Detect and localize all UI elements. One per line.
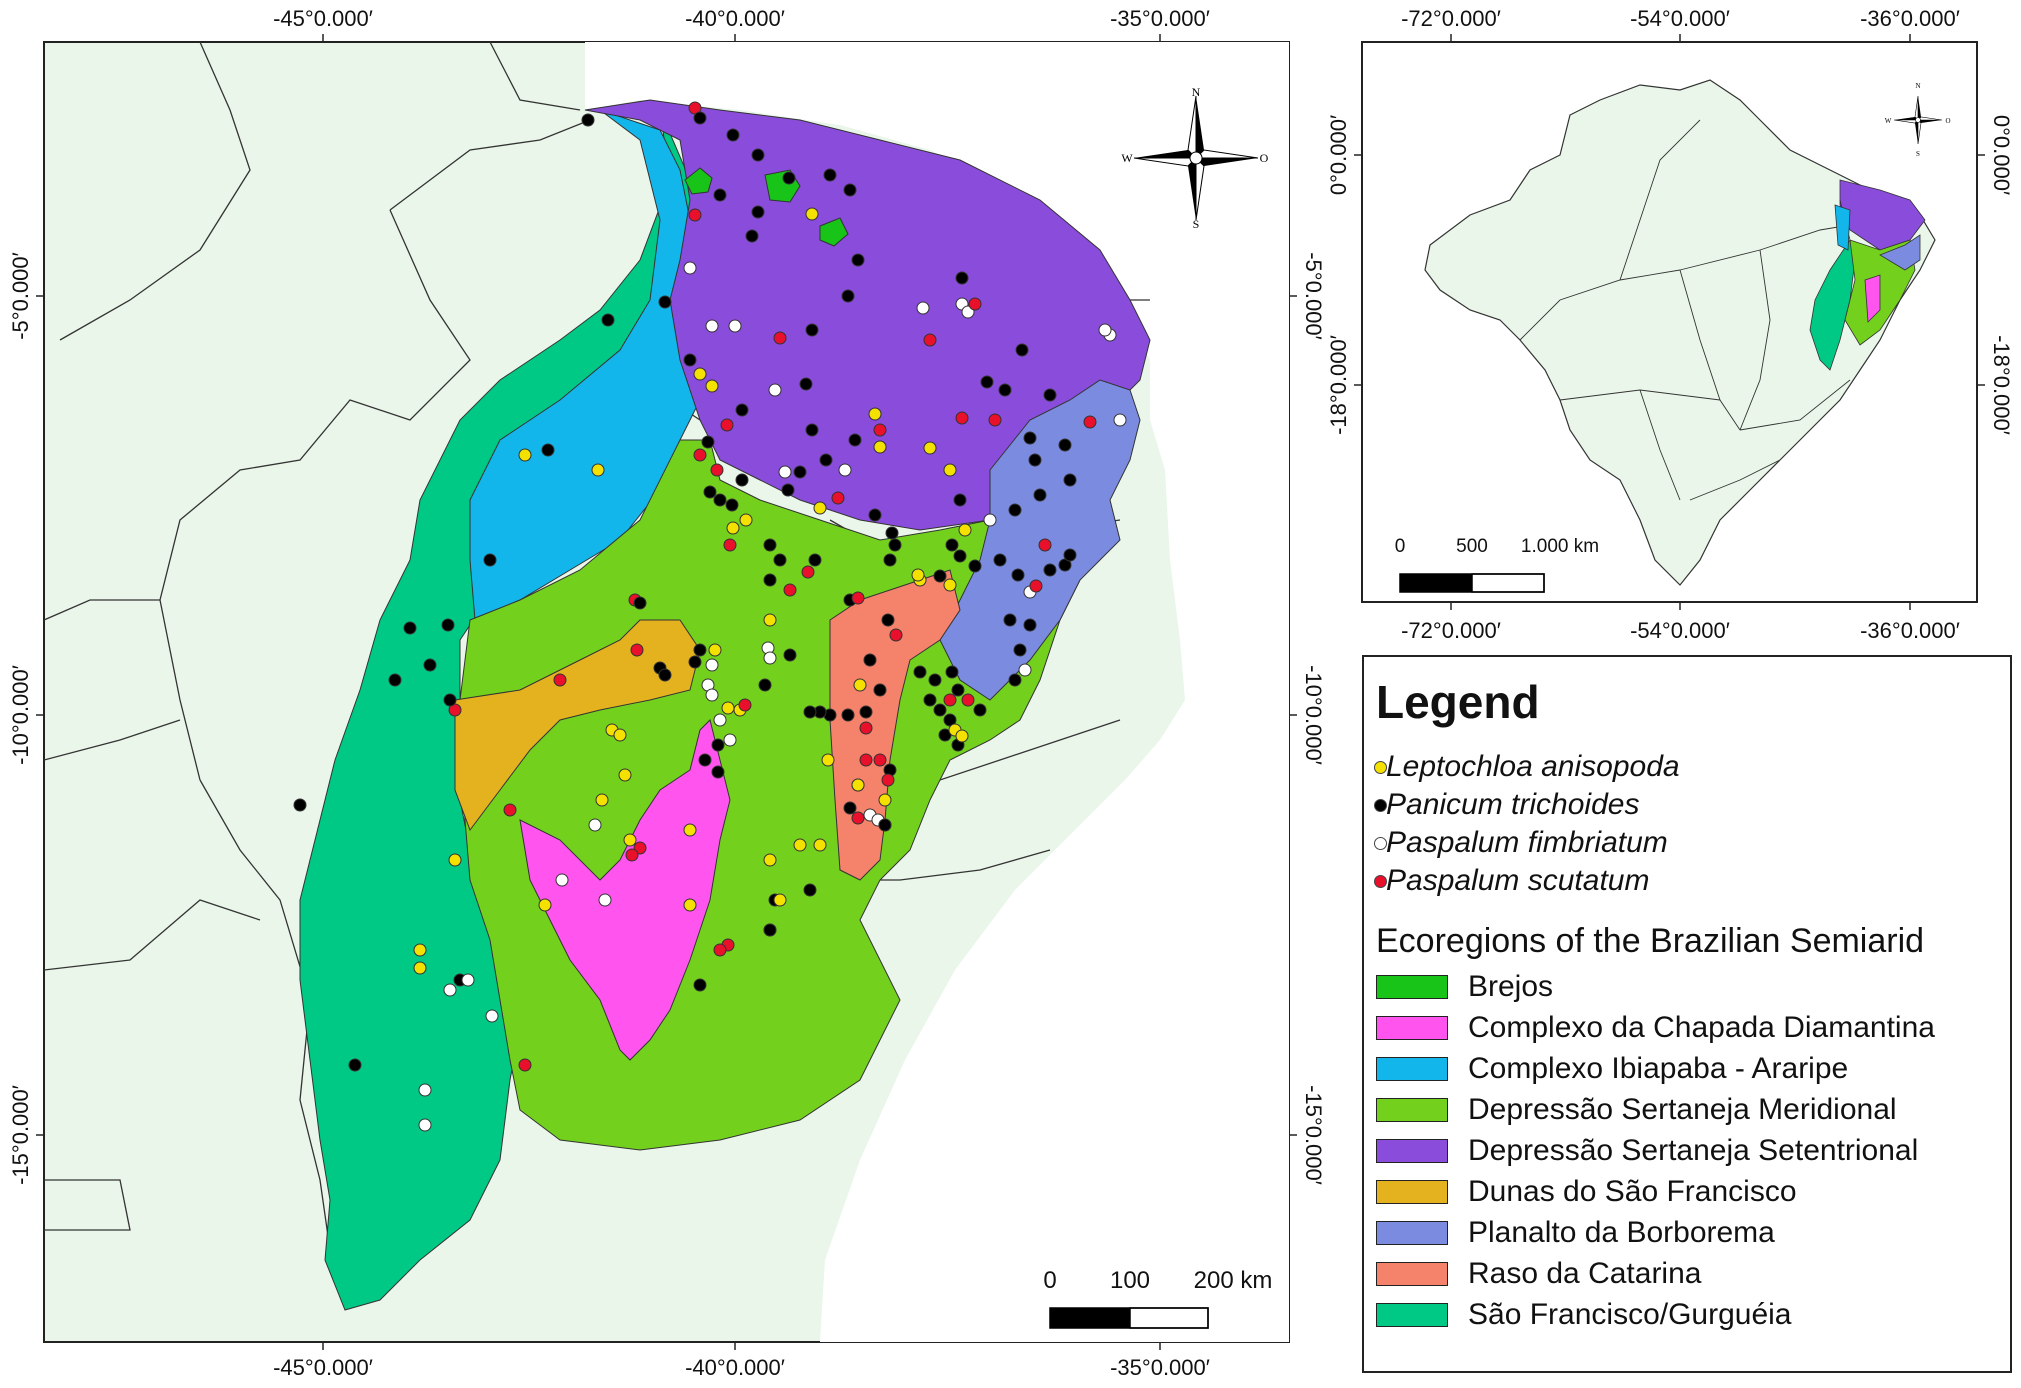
compass-letter-o: O	[1260, 151, 1269, 165]
main-right-tick-2: -10°0.000′	[1301, 665, 1326, 765]
inset-top-tick-3: -36°0.000′	[1860, 6, 1960, 31]
swatch-ibiapaba	[1376, 1057, 1448, 1081]
region-chapada-diamantina	[519, 719, 731, 1061]
main-scale-bar	[1049, 1307, 1209, 1329]
species-marker-scutatum	[1374, 875, 1387, 888]
inset-compass-s: S	[1916, 150, 1920, 158]
main-scale-label-0: 0	[1043, 1267, 1056, 1294]
ecoregion-label-raso: Raso da Catarina	[1468, 1257, 1702, 1290]
main-left-tick-2: -10°0.000′	[8, 665, 33, 765]
inset-bottom-tick-3: -36°0.000′	[1860, 618, 1960, 643]
swatch-dunas	[1376, 1180, 1448, 1204]
main-left-tick-3: -15°0.000′	[8, 1085, 33, 1185]
main-scale-label-100: 100	[1110, 1267, 1150, 1294]
main-right-tick-1: -5°0.000′	[1301, 252, 1326, 340]
ecoregion-label-ibiapaba: Complexo Ibiapaba - Araripe	[1468, 1052, 1849, 1085]
occurrence-points	[293, 101, 1127, 1132]
swatch-borborema	[1376, 1221, 1448, 1245]
ocean-area	[585, 42, 1289, 1342]
inset-tick-marks	[1354, 34, 1985, 610]
main-map: N W O S -45°0.000′ -40°0.000′ -35°0.000′…	[8, 6, 1326, 1380]
ecoregion-chapada: Complexo da Chapada Diamantina	[1376, 1011, 1935, 1044]
inset-map: N W O S -72°0.000′ -54°0.000′ -36°0.000′…	[1326, 6, 2014, 643]
ecoregion-label-meridional: Depressão Sertaneja Meridional	[1468, 1093, 1897, 1126]
ecoregion-label-chapada: Complexo da Chapada Diamantina	[1468, 1011, 1935, 1044]
inset-scale-label-500: 500	[1456, 536, 1488, 557]
region-dunas-sao-francisco	[454, 619, 701, 832]
main-bottom-tick-3: -35°0.000′	[1110, 1355, 1210, 1380]
main-left-tick-1: -5°0.000′	[8, 252, 33, 340]
ecoregion-label-gurgueia: São Francisco/Gurguéia	[1468, 1298, 1792, 1331]
region-raso-catarina	[829, 569, 961, 881]
swatch-raso	[1376, 1262, 1448, 1286]
ecoregion-ibiapaba: Complexo Ibiapaba - Araripe	[1376, 1052, 1849, 1085]
inset-bottom-tick-2: -54°0.000′	[1630, 618, 1730, 643]
inset-top-tick-1: -72°0.000′	[1401, 6, 1501, 31]
swatch-meridional	[1376, 1098, 1448, 1122]
main-bottom-tick-2: -40°0.000′	[685, 1355, 785, 1380]
swatch-setentrional	[1376, 1139, 1448, 1163]
legend: Legend Leptochloa anisopoda Panicum tric…	[1362, 655, 2012, 1373]
inset-state-borders	[1519, 119, 1881, 501]
ecoregion-label-dunas: Dunas do São Francisco	[1468, 1175, 1797, 1208]
legend-title: Legend	[1376, 676, 1540, 728]
main-top-tick-1: -45°0.000′	[273, 6, 373, 31]
inset-compass-w: W	[1885, 117, 1892, 125]
inset-right-tick-1: 0°0.000′	[1989, 115, 2014, 195]
inset-compass-o: O	[1945, 117, 1950, 125]
ecoregion-meridional: Depressão Sertaneja Meridional	[1376, 1093, 1897, 1126]
species-label-scutatum: Paspalum scutatum	[1386, 864, 1650, 897]
inset-scale-bar	[1399, 573, 1545, 593]
inset-bottom-tick-1: -72°0.000′	[1401, 618, 1501, 643]
species-marker-fimbriatum	[1374, 837, 1387, 850]
inset-semiarid	[1809, 179, 1926, 371]
ecoregion-label-brejos: Brejos	[1468, 970, 1554, 1003]
ecoregion-gurgueia: São Francisco/Gurguéia	[1376, 1298, 1792, 1331]
main-top-tick-3: -35°0.000′	[1110, 6, 1210, 31]
species-label-panicum: Panicum trichoides	[1386, 788, 1640, 821]
north-arrow-main	[1133, 95, 1259, 221]
species-marker-panicum	[1374, 799, 1387, 812]
main-scale-label-200: 200 km	[1194, 1267, 1273, 1294]
main-tick-marks	[36, 34, 1297, 1350]
compass-letter-w: W	[1121, 151, 1133, 165]
inset-left-tick-2: -18°0.000′	[1326, 335, 1351, 435]
north-arrow-inset	[1893, 95, 1943, 145]
compass-letter-s: S	[1193, 217, 1200, 231]
species-marker-leptochloa	[1374, 761, 1387, 774]
ecoregion-label-borborema: Planalto da Borborema	[1468, 1216, 1775, 1249]
main-top-tick-2: -40°0.000′	[685, 6, 785, 31]
ecoregion-borborema: Planalto da Borborema	[1376, 1216, 1775, 1249]
ecoregion-brejos: Brejos	[1376, 970, 1554, 1003]
main-right-tick-3: -15°0.000′	[1301, 1085, 1326, 1185]
ecoregion-label-setentrional: Depressão Sertaneja Setentrional	[1468, 1134, 1919, 1167]
swatch-chapada	[1376, 1016, 1448, 1040]
ecoregions-title: Ecoregions of the Brazilian Semiarid	[1376, 922, 1925, 960]
swatch-gurgueia	[1376, 1303, 1448, 1327]
ecoregion-dunas: Dunas do São Francisco	[1376, 1175, 1797, 1208]
species-label-leptochloa: Leptochloa anisopoda	[1386, 750, 1680, 783]
species-label-fimbriatum: Paspalum fimbriatum	[1386, 826, 1668, 859]
ecoregion-setentrional: Depressão Sertaneja Setentrional	[1376, 1134, 1919, 1167]
swatch-brejos	[1376, 975, 1448, 999]
main-bottom-tick-1: -45°0.000′	[273, 1355, 373, 1380]
inset-compass-n: N	[1915, 82, 1920, 90]
inset-scale-label-1000: 1.000 km	[1521, 536, 1599, 557]
compass-letter-n: N	[1192, 85, 1201, 99]
inset-left-tick-1: 0°0.000′	[1326, 115, 1351, 195]
inset-top-tick-2: -54°0.000′	[1630, 6, 1730, 31]
brazil-outline	[1424, 79, 1936, 586]
inset-right-tick-2: -18°0.000′	[1989, 335, 2014, 435]
inset-scale-label-0: 0	[1395, 536, 1406, 557]
ecoregion-raso: Raso da Catarina	[1376, 1257, 1702, 1290]
